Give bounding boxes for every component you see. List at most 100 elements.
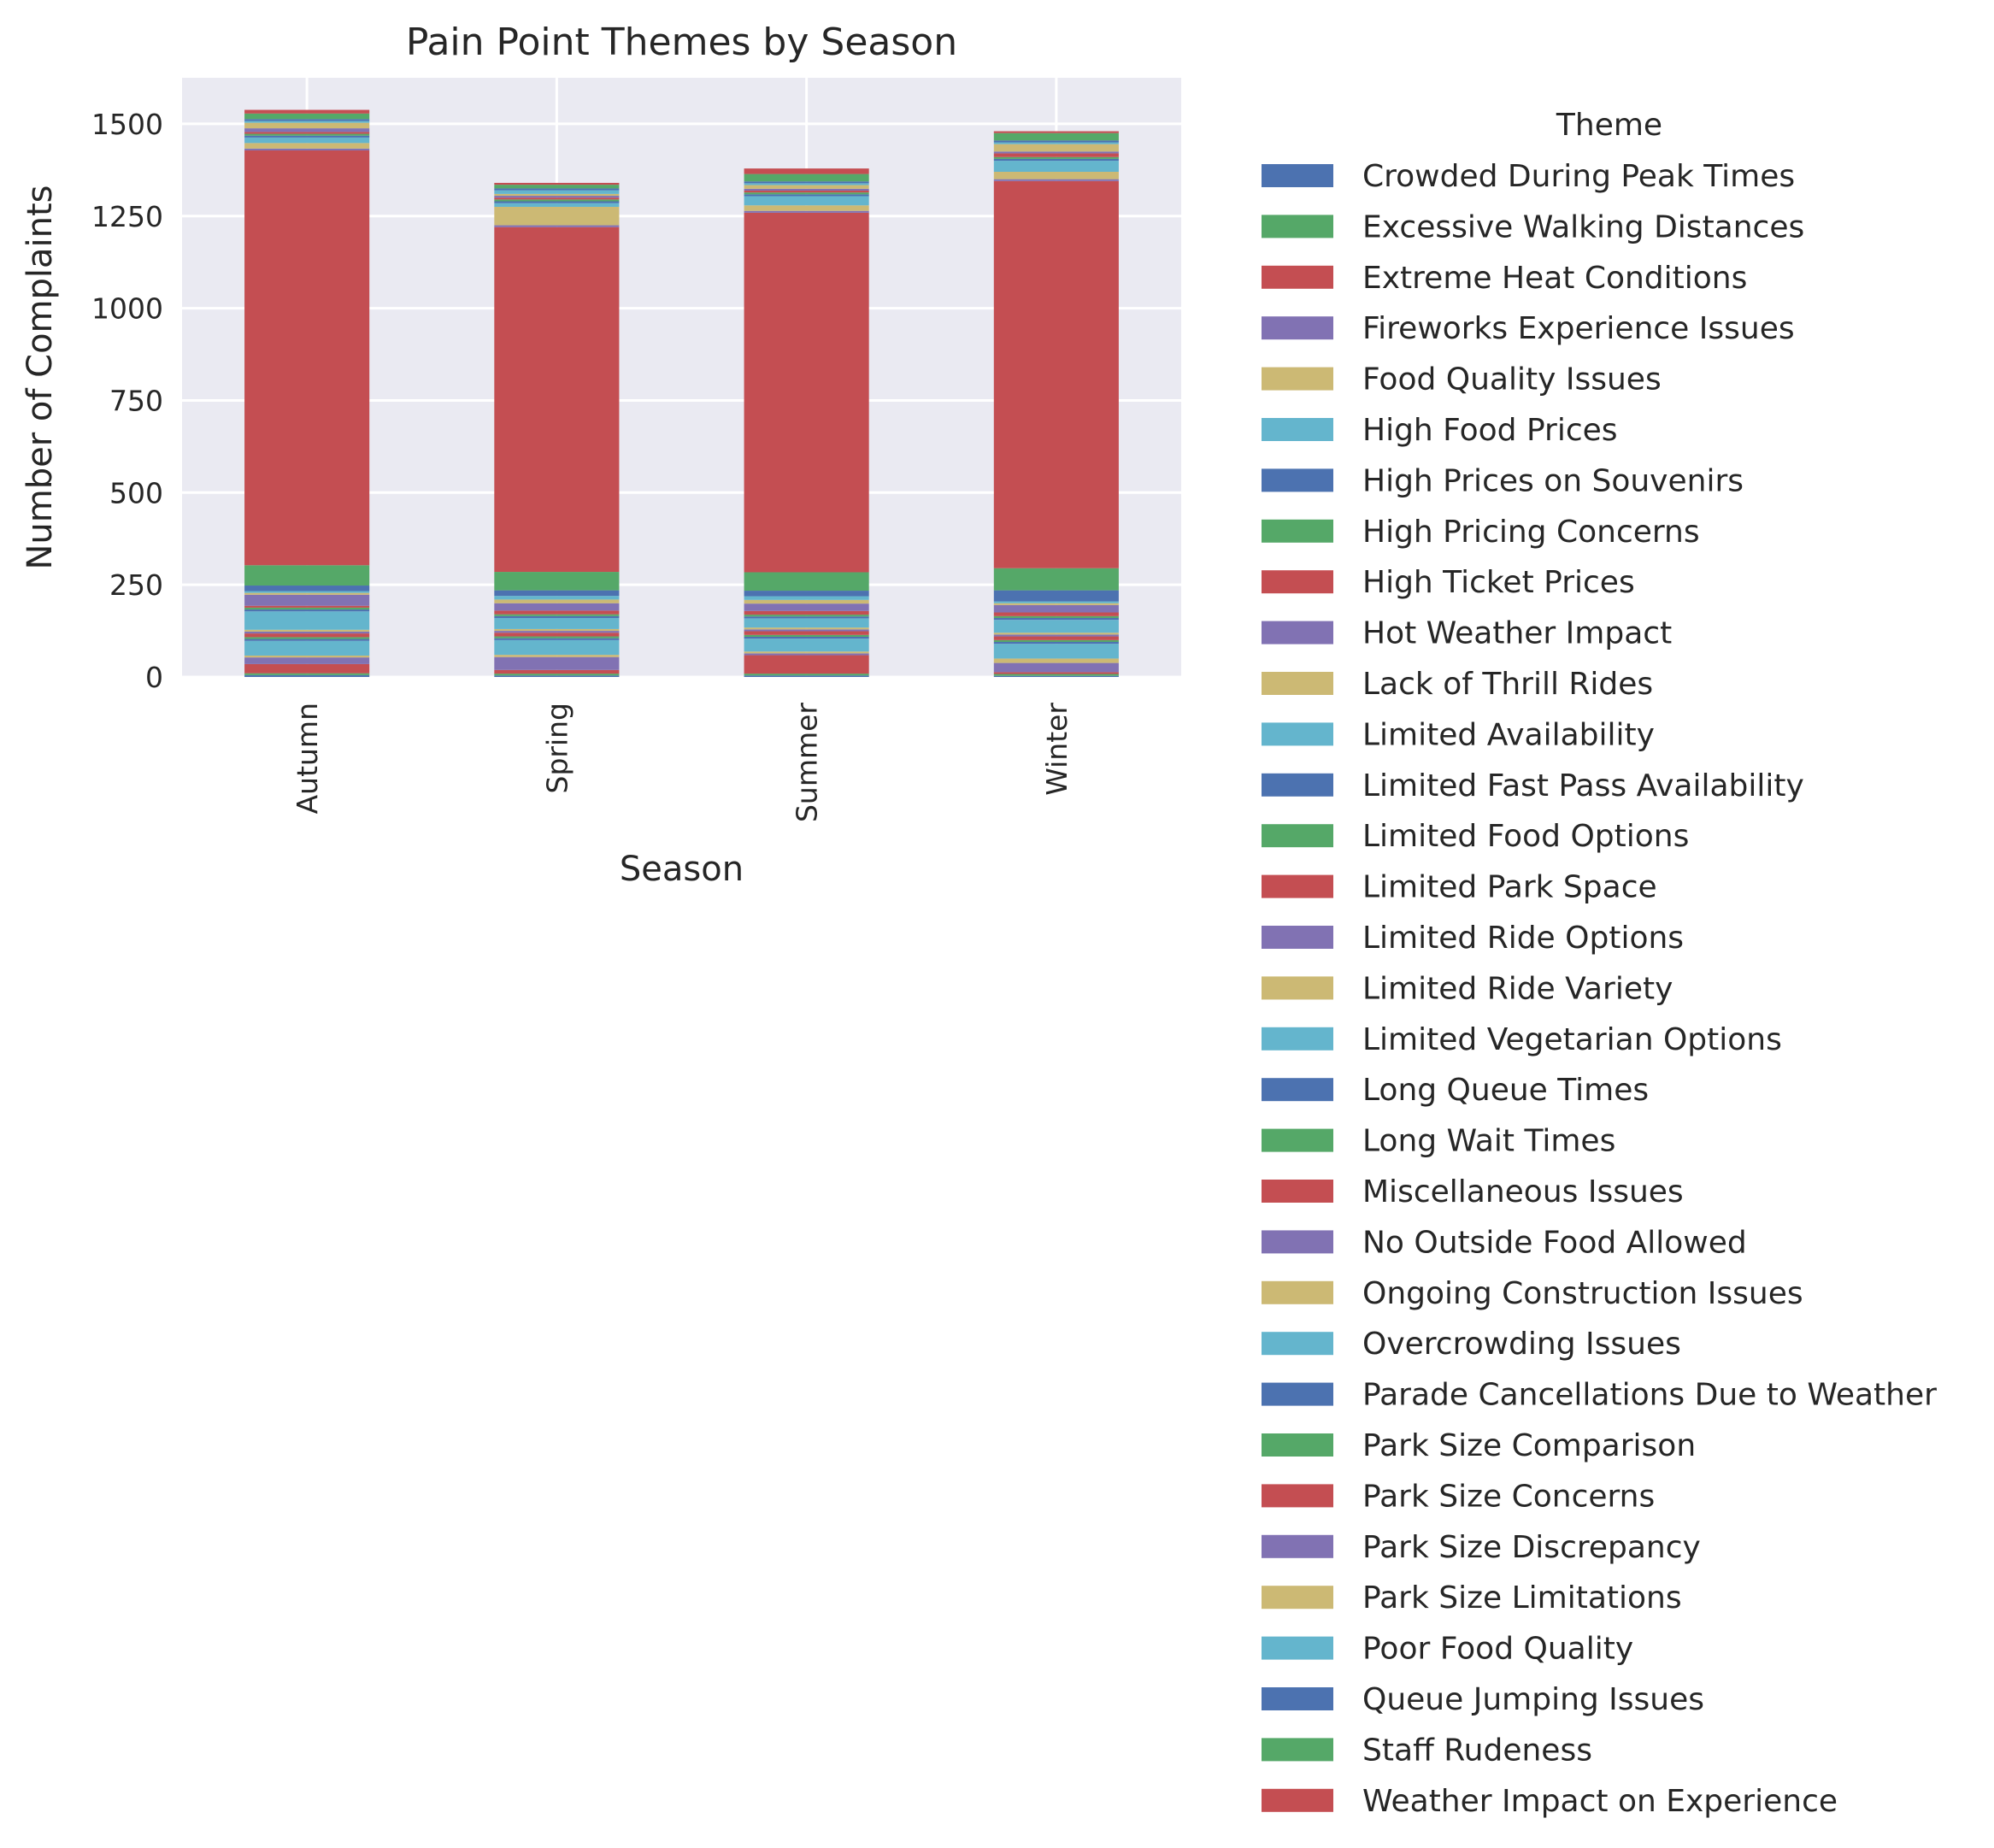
bar-segment (244, 591, 370, 593)
legend-label: Extreme Heat Conditions (1362, 261, 1747, 296)
bar-segment (744, 188, 869, 191)
bar-segment (244, 605, 370, 608)
legend-swatch (1262, 1382, 1333, 1406)
bar-segment (993, 634, 1119, 637)
legend-label: Limited Fast Pass Availability (1362, 768, 1804, 803)
bar-segment (494, 188, 620, 191)
bar-segment (244, 609, 370, 612)
bar-segment (244, 674, 370, 677)
legend-swatch (1262, 1027, 1333, 1051)
bar-segment (494, 628, 620, 632)
bar-segment (244, 121, 370, 123)
bar-segment (993, 180, 1119, 568)
legend-label: Hot Weather Impact (1362, 616, 1672, 651)
legend-swatch (1262, 316, 1333, 340)
legend-label: Excessive Walking Distances (1362, 209, 1804, 244)
bar-segment (993, 172, 1119, 180)
bar-segment (494, 631, 620, 633)
bar-segment (244, 633, 370, 638)
y-tick-label: 500 (109, 476, 163, 509)
bar-segment (993, 639, 1119, 643)
legend-swatch (1262, 1586, 1333, 1610)
legend-label: High Ticket Prices (1362, 565, 1635, 600)
bar-segment (744, 192, 869, 195)
x-ticks: Autumn Spring Summer Winter (291, 703, 1073, 822)
bar-segment (744, 191, 869, 193)
bar-segment (494, 599, 620, 603)
bar-segment (744, 181, 869, 184)
bar-segment (494, 227, 620, 573)
bar-segment (993, 142, 1119, 144)
bar-segment (494, 193, 620, 197)
x-tick-label: Winter (1040, 703, 1073, 796)
legend-swatch (1262, 1738, 1333, 1762)
bar-segment (993, 158, 1119, 162)
legend-label: Limited Availability (1362, 717, 1655, 752)
bar-segment (993, 144, 1119, 152)
x-tick-label: Spring (540, 703, 573, 794)
bar-segment (744, 639, 869, 652)
bar-segment (744, 653, 869, 656)
bar-segment (494, 614, 620, 616)
bar-segment (993, 615, 1119, 618)
bar-segment (993, 636, 1119, 640)
bar-segment (744, 596, 869, 600)
legend-label: Lack of Thrill Rides (1362, 667, 1653, 702)
bar-segment (244, 148, 370, 150)
bar-segment (744, 212, 869, 573)
bar-segment (244, 673, 370, 675)
bar-segment (244, 128, 370, 132)
bar-segment (744, 674, 869, 676)
legend-swatch (1262, 722, 1333, 746)
bar-segment (494, 185, 620, 189)
legend-swatch (1262, 1636, 1333, 1660)
bar-segment (494, 674, 620, 676)
bar-segment (993, 658, 1119, 663)
bar-segment (244, 135, 370, 138)
bar-segment (744, 636, 869, 639)
bar-segment (244, 594, 370, 606)
legend-swatch (1262, 1534, 1333, 1558)
bar-segment (744, 655, 869, 674)
bar-segment (244, 629, 370, 632)
bar-segment (244, 133, 370, 136)
legend-swatch (1262, 1280, 1333, 1304)
bar-segment (494, 206, 620, 226)
legend-label: Poor Food Quality (1362, 1632, 1633, 1667)
bar-segment (244, 611, 370, 630)
bar-segment (494, 596, 620, 600)
bar-segment (744, 603, 869, 611)
bar-segment (744, 185, 869, 189)
legend-swatch (1262, 773, 1333, 797)
bar-segment (494, 633, 620, 637)
bar-segment (494, 590, 620, 597)
bar-segment (244, 137, 370, 144)
bar-segment (744, 205, 869, 211)
bar-segment (494, 610, 620, 615)
legend-label: Limited Ride Variety (1362, 971, 1673, 1006)
bar-segment (993, 140, 1119, 143)
bar-segment (244, 592, 370, 595)
x-tick-label: Summer (791, 703, 824, 822)
bar-segment (494, 190, 620, 194)
bar-segment (993, 179, 1119, 181)
bar-segment (494, 197, 620, 200)
bar-segment (244, 631, 370, 634)
legend-swatch (1262, 1687, 1333, 1710)
bar-segment (993, 617, 1119, 621)
legend-swatch (1262, 824, 1333, 848)
bar-segment (494, 617, 620, 629)
legend-label: Long Wait Times (1362, 1124, 1615, 1159)
bar-segment (244, 132, 370, 134)
bar-segment (993, 131, 1119, 133)
bar-segment (744, 634, 869, 637)
bar-segment (744, 627, 869, 630)
legend: Theme Crowded During Peak Times Excessive… (1262, 108, 1937, 1819)
legend-label: Park Size Limitations (1362, 1580, 1682, 1616)
bar-segment (244, 143, 370, 149)
bar-segment (494, 201, 620, 203)
legend-label: High Pricing Concerns (1362, 515, 1700, 550)
legend-swatch (1262, 367, 1333, 391)
bar-segment (244, 657, 370, 664)
